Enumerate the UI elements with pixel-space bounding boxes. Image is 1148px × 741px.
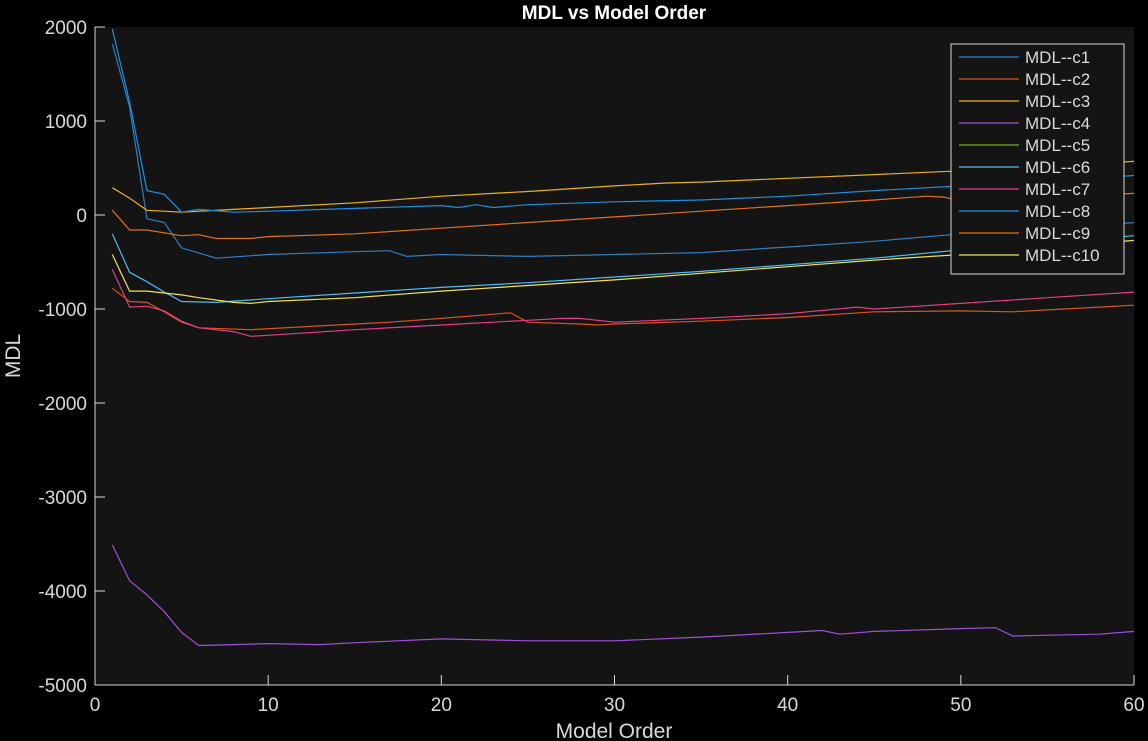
y-axis-label: MDL: [2, 334, 25, 378]
y-tick-label: -1000: [38, 300, 87, 321]
series-line-8: [111, 28, 1134, 213]
legend-entry: MDL--c5: [1025, 136, 1090, 155]
series-line-9: [111, 192, 1134, 240]
x-tick-label: 0: [90, 695, 101, 716]
series-line-1: [111, 43, 1134, 259]
series-line-4: [111, 544, 1134, 647]
x-tick-label: 30: [604, 695, 625, 716]
series-line-3: [111, 160, 1134, 213]
series-line-7: [111, 269, 1134, 337]
y-tick-label: -2000: [38, 394, 87, 415]
axes: [94, 26, 1135, 686]
tick-labels: 0 10 20 30 40 50 60 -5000 -4000 -3000 -2000 -1000 0 1…: [38, 18, 1144, 716]
y-tick-label: -4000: [38, 582, 87, 603]
y-tick-label: -5000: [38, 676, 87, 697]
x-tick-label: 20: [431, 695, 452, 716]
y-tick-label: 2000: [45, 18, 87, 39]
y-tick-label: -3000: [38, 488, 87, 509]
legend-entry: MDL--c7: [1025, 180, 1090, 199]
x-tick-label: 40: [777, 695, 798, 716]
y-tick-label: 1000: [45, 112, 87, 133]
series-line-2: [111, 287, 1134, 331]
legend: MDL--c1 MDL--c2 MDL--c3 MDL--c4 MDL--c5 MDL--…: [950, 43, 1125, 275]
series-line-10: [111, 239, 1134, 305]
legend-entry: MDL--c2: [1025, 70, 1090, 89]
series-lines: [111, 28, 1134, 647]
legend-entry: MDL--c9: [1025, 224, 1090, 243]
series-line-6: [111, 233, 1134, 304]
legend-entry: MDL--c6: [1025, 158, 1090, 177]
x-tick-label: 50: [950, 695, 971, 716]
legend-entry: MDL--c10: [1025, 246, 1100, 265]
legend-entry: MDL--c1: [1025, 48, 1090, 67]
x-axis-label: Model Order: [556, 720, 673, 741]
x-tick-label: 60: [1123, 695, 1144, 716]
chart-title: MDL vs Model Order: [522, 3, 707, 24]
x-tick-label: 10: [258, 695, 279, 716]
legend-entry: MDL--c3: [1025, 92, 1090, 111]
y-tick-label: 0: [76, 206, 87, 227]
legend-entry: MDL--c8: [1025, 202, 1090, 221]
legend-entry: MDL--c4: [1025, 114, 1090, 133]
legend-box: [950, 43, 1125, 275]
